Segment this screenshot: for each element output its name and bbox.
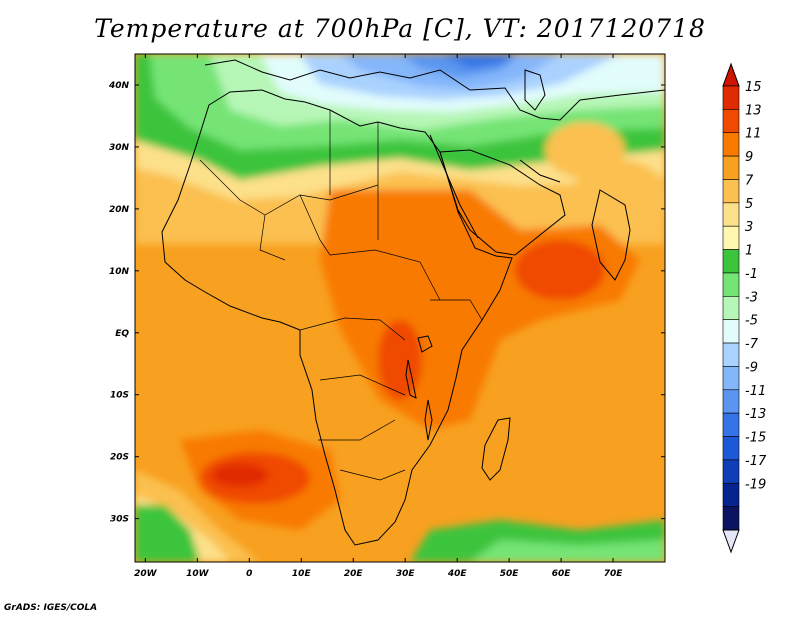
colorbar-swatch	[722, 132, 740, 157]
field-band-m13	[440, 54, 520, 68]
colorbar-swatch	[722, 389, 740, 414]
caspian-coast	[524, 69, 546, 111]
colorbar-label: -3	[745, 290, 758, 305]
lat-tick-label: 20N	[109, 205, 130, 215]
colorbar-label: 1	[745, 244, 753, 259]
lon-tick-label: 50E	[500, 569, 520, 579]
country-borders-north	[199, 110, 379, 261]
colorbar-label: -9	[745, 360, 758, 375]
madagascar-coast	[481, 417, 511, 481]
colorbar-swatch	[722, 202, 740, 227]
colorbar-label: -19	[745, 477, 766, 492]
country-borders-central	[299, 249, 483, 481]
colorbar-swatch	[722, 506, 740, 531]
map-title: Temperature at 700hPa [C], VT: 201712071…	[94, 14, 706, 43]
field-band-13-rift	[378, 320, 422, 400]
colorbar-swatch	[722, 109, 740, 134]
colorbar-swatch	[722, 459, 740, 484]
lat-tick-label: 30N	[109, 143, 130, 153]
lake-malawi	[424, 399, 433, 441]
colorbar-label: -15	[745, 431, 766, 446]
coastlines	[161, 59, 665, 546]
field-band-15-south	[212, 463, 268, 487]
lon-tick-label: 70E	[604, 569, 624, 579]
field-band-1-sw	[135, 505, 200, 562]
lat-tick-label: EQ	[115, 329, 129, 339]
lon-tick-label: 0	[246, 569, 252, 579]
colorbar-label: 3	[745, 220, 753, 235]
colorbar-label: 5	[745, 197, 753, 212]
colorbar-swatch	[722, 85, 740, 110]
colorbar-swatch	[722, 225, 740, 250]
colorbar-label: 13	[745, 103, 762, 118]
lat-tick-label: 30S	[110, 515, 129, 525]
colorbar-swatch	[722, 436, 740, 461]
field-band-13-east	[515, 240, 605, 300]
arabia-coast	[439, 149, 566, 256]
lon-tick-label: 10E	[292, 569, 312, 579]
field-band-m1-se	[470, 540, 665, 562]
colorbar-swatch	[722, 482, 740, 507]
colorbar-label: 9	[745, 150, 753, 165]
lat-tick-label: 40N	[108, 81, 130, 91]
colorbar-swatch	[722, 296, 740, 320]
colorbar-swatch	[722, 155, 740, 180]
lat-tick-label: 10S	[110, 391, 129, 401]
colorbar-swatch	[722, 342, 740, 367]
colorbar-label: 15	[745, 80, 762, 95]
red-sea-coast	[429, 134, 479, 239]
colorbar-label: -1	[745, 267, 758, 282]
colorbar-label: -13	[745, 407, 766, 422]
colorbar-swatch	[722, 319, 740, 344]
persian-gulf-coast	[519, 159, 561, 183]
colorbar-swatch	[722, 366, 740, 391]
colorbar: 15 13 11 9 7 5 3 1 -1 -3 -5 -7 -9 -11 -13 -15 -17 -19	[722, 62, 767, 554]
map-border	[134, 53, 666, 563]
colorbar-bottom-arrow	[722, 529, 740, 554]
colorbar-swatch	[722, 412, 740, 437]
lon-tick-label: 20W	[134, 569, 158, 579]
lon-tick-label: 60E	[552, 569, 572, 579]
lat-tick-label: 10N	[109, 267, 130, 277]
colorbar-label: -7	[745, 337, 759, 352]
colorbar-label: -17	[745, 454, 767, 469]
lat-tick-label: 20S	[110, 453, 129, 463]
colorbar-label: 7	[745, 173, 754, 188]
colorbar-label: -5	[745, 314, 758, 329]
colorbar-swatch	[722, 272, 740, 297]
lon-tick-label: 20E	[344, 569, 364, 579]
europe-coast	[204, 59, 665, 121]
colorbar-swatch	[722, 179, 740, 204]
lon-ticks: 20W 10W 0 10E 20E 30E 40E 50E 60E 70E	[134, 54, 623, 579]
lake-tanganyika	[405, 359, 417, 399]
lake-victoria	[417, 335, 433, 353]
lon-tick-label: 40E	[447, 569, 468, 579]
india-coast	[591, 189, 631, 281]
lat-ticks: 40N 30N 20N 10N EQ 10S 20S 30S	[108, 81, 665, 525]
temperature-field	[135, 54, 665, 562]
colorbar-label: -11	[745, 384, 766, 399]
credit-text: GrADS: IGES/COLA	[4, 603, 98, 613]
colorbar-top-arrow	[722, 62, 740, 87]
lon-tick-label: 10W	[186, 569, 210, 579]
africa-coastline	[161, 89, 513, 546]
map-frame: 20W 10W 0 10E 20E 30E 40E 50E 60E 70E 40N 30N 20N 10…	[108, 53, 666, 579]
lon-tick-label: 30E	[396, 569, 416, 579]
colorbar-label: 11	[745, 127, 762, 142]
colorbar-swatch	[722, 249, 740, 274]
